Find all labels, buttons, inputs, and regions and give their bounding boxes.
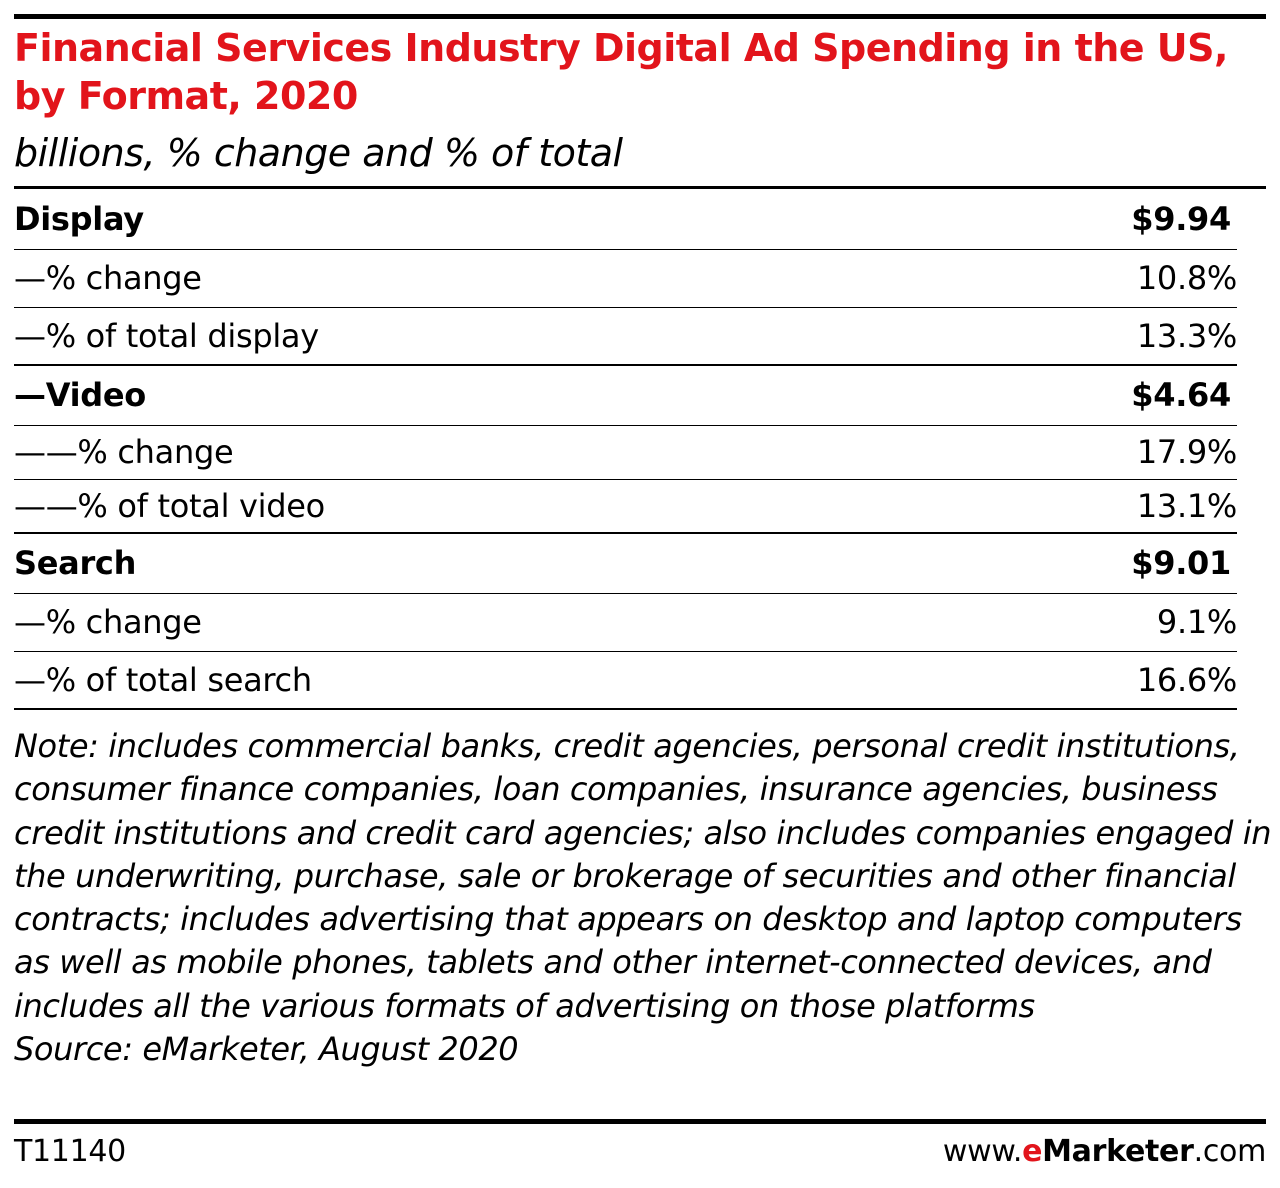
note-block: Note: includes commercial banks, credit … — [14, 725, 1272, 1071]
table-id: T11140 — [14, 1134, 126, 1169]
row-value: 13.1% — [1136, 486, 1237, 525]
row-value: $9.01 — [1131, 544, 1231, 583]
brand-prefix: www. — [942, 1134, 1023, 1169]
table-row: —% of total search 16.6% — [14, 651, 1237, 709]
note-text: Note: includes commercial banks, credit … — [14, 727, 1272, 1025]
table-row: —Video $4.64 — [14, 365, 1237, 425]
row-value: $9.94 — [1131, 199, 1231, 238]
table-row: —% change 10.8% — [14, 249, 1237, 307]
table-row: ——% change 17.9% — [14, 425, 1237, 479]
brand-name: Marketer — [1042, 1134, 1194, 1169]
row-value: 16.6% — [1136, 660, 1237, 699]
row-label: —% of total display — [14, 316, 319, 355]
table-row: —% change 9.1% — [14, 593, 1237, 651]
bottom-rule — [14, 1119, 1266, 1124]
table-row: Search $9.01 — [14, 533, 1237, 593]
table-row: —% of total display 13.3% — [14, 307, 1237, 365]
source-text: Source: eMarketer, August 2020 — [14, 1030, 519, 1069]
table-row: Display $9.94 — [14, 189, 1237, 249]
row-value: $4.64 — [1131, 376, 1231, 415]
emarketer-link[interactable]: www.eMarketer.com — [943, 1130, 1266, 1174]
brand-suffix: .com — [1193, 1134, 1267, 1169]
chart-title: Financial Services Industry Digital Ad S… — [14, 26, 1228, 118]
table-row: ——% of total video 13.1% — [14, 479, 1237, 533]
data-table: Display $9.94 —% change 10.8% —% of total di… — [14, 189, 1237, 710]
row-label: ——% change — [14, 433, 234, 471]
chart-subtitle: billions, % change and % of total — [14, 131, 623, 175]
row-label: —Video — [14, 376, 146, 415]
row-label: —% change — [14, 603, 202, 641]
row-value: 9.1% — [1156, 603, 1237, 641]
brand-e: e — [1022, 1134, 1043, 1169]
row-label: ——% of total video — [14, 486, 325, 525]
row-value: 13.3% — [1136, 316, 1237, 355]
row-label: Search — [14, 544, 137, 583]
top-rule — [14, 14, 1266, 19]
row-label: —% change — [14, 259, 202, 297]
row-label: Display — [14, 199, 144, 238]
table-top-rule — [14, 186, 1266, 189]
row-value: 17.9% — [1136, 433, 1237, 471]
row-label: —% of total search — [14, 660, 312, 699]
row-value: 10.8% — [1136, 259, 1237, 297]
